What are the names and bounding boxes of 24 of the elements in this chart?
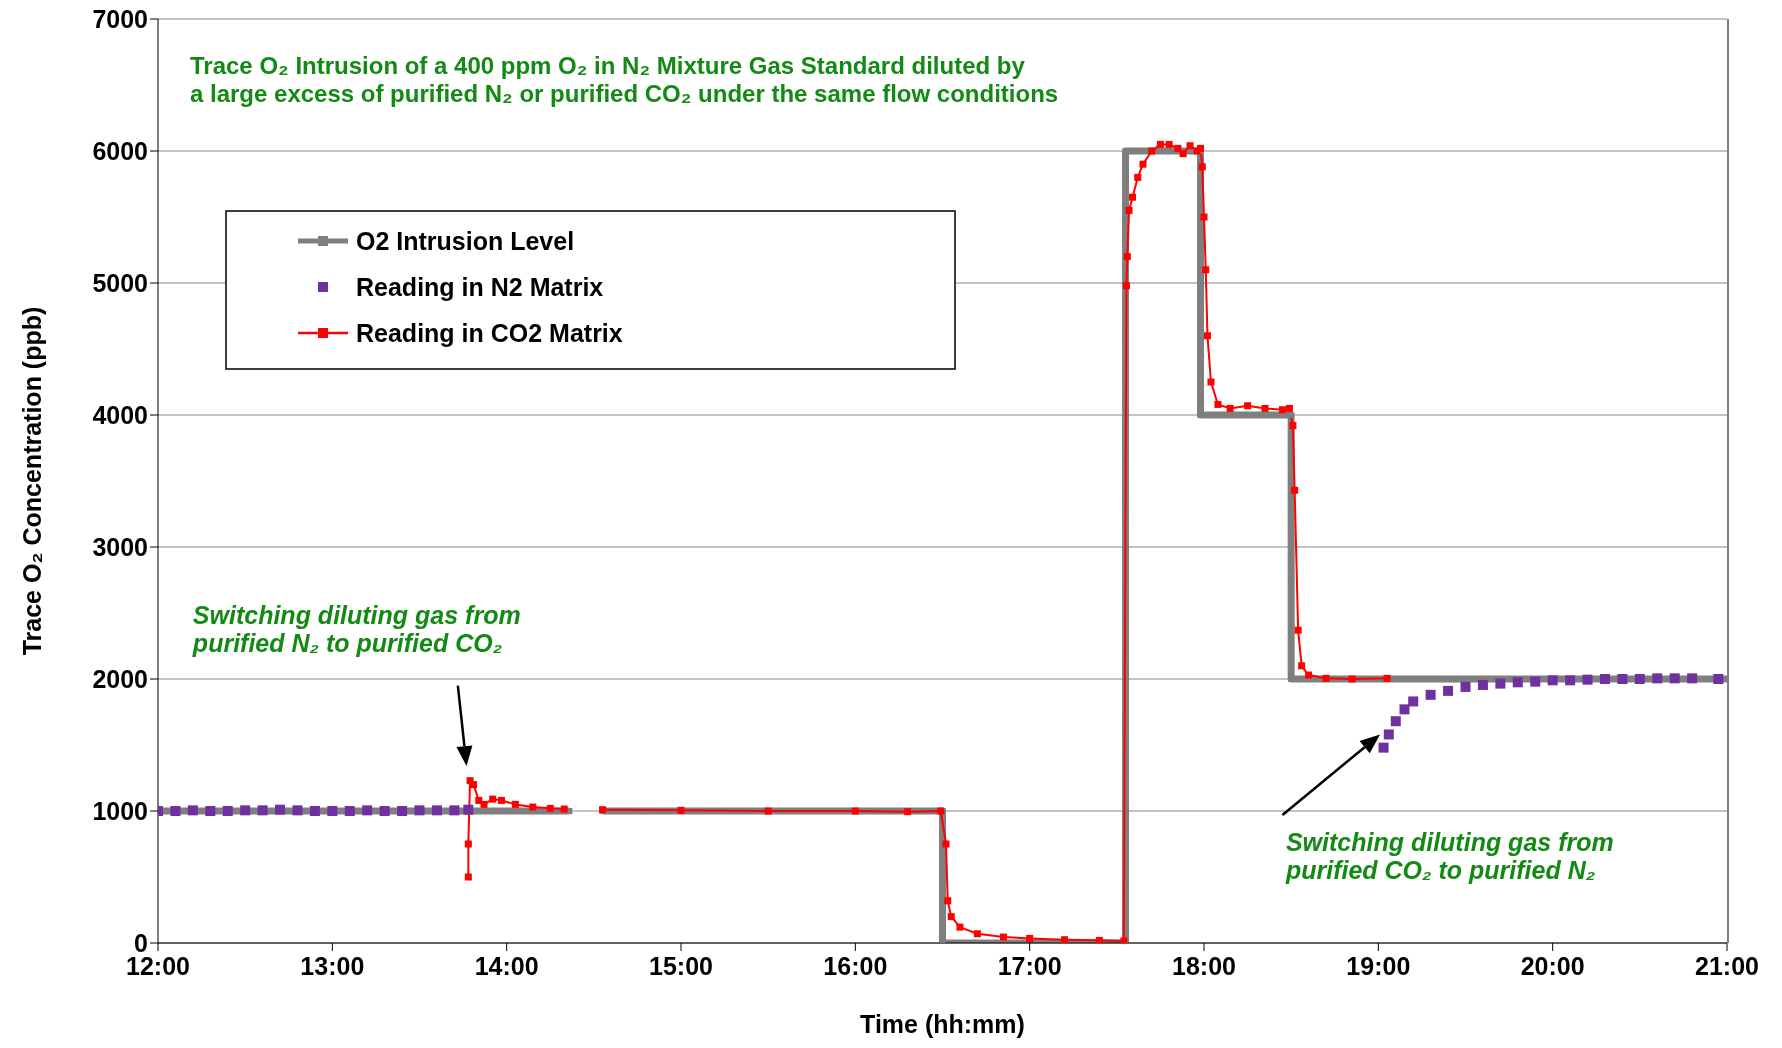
x-tick-label: 13:00 [300,951,365,980]
legend-label: Reading in N2 Matrix [356,273,604,301]
legend-label: O2 Intrusion Level [356,227,575,255]
annotation: Switching diluting gas from purified N₂ to purified CO₂ [191,600,521,658]
x-tick-label: 14:00 [474,951,539,980]
x-tick-label: 20:00 [1520,951,1585,980]
y-tick-label: 1000 [92,796,148,825]
annotation: Switching diluting gas from purified CO₂ to purified N₂ [1284,827,1614,885]
legend-label: Reading in CO2 Matrix [356,319,623,347]
x-tick-label: 17:00 [997,951,1062,980]
x-tick-label: 21:00 [1695,951,1759,980]
x-tick-label: 18:00 [1172,951,1236,980]
y-tick-label: 5000 [92,268,148,297]
y-tick-label: 2000 [92,664,148,693]
x-tick-label: 16:00 [823,951,888,980]
x-tick-label: 15:00 [649,951,713,980]
text: Trace O₂ Intrusion of a 400 ppm O₂ in N₂ Mixture Gas Standard diluted by a large excess of purified N₂ or purified CO₂ under the same flow conditions [190,52,1059,107]
y-tick-label: 6000 [92,136,148,165]
y-tick-label: 7000 [92,4,148,33]
x-axis-title: Time (hh:mm) [860,1010,1025,1038]
y-tick-label: 4000 [92,400,148,429]
x-tick-label: 19:00 [1346,951,1411,980]
y-tick-label: 3000 [92,532,148,561]
y-axis-title: Trace O₂ Concentration (ppb) [17,306,46,656]
